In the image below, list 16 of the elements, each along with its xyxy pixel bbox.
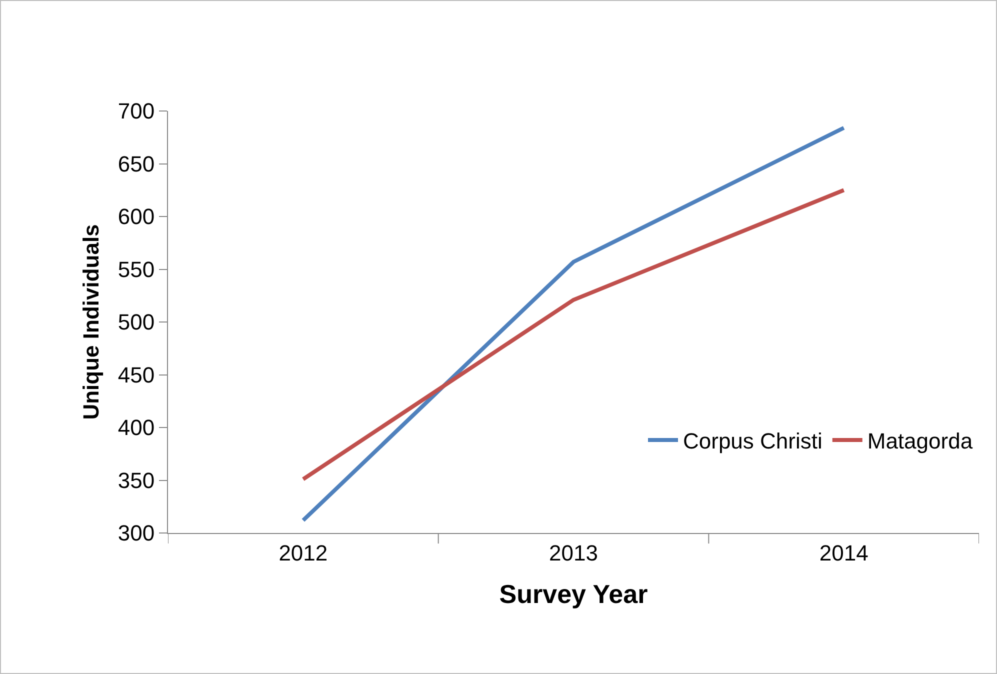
x-tick-label: 2012 [278, 540, 328, 566]
legend-label: Corpus Christi [683, 428, 822, 454]
x-axis-title: Survey Year [499, 579, 648, 610]
x-tick-label: 2014 [819, 540, 868, 566]
x-tick-label: 2013 [549, 540, 598, 566]
y-tick-label: 700 [118, 98, 155, 124]
legend-label: Matagorda [867, 428, 974, 454]
y-tick-label: 600 [118, 204, 155, 230]
y-tick-label: 550 [118, 256, 155, 282]
y-tick-label: 650 [118, 151, 155, 176]
y-tick-label: 300 [118, 520, 155, 546]
y-tick-label: 500 [118, 310, 155, 335]
y-axis-title: Unique Individuals [78, 224, 104, 420]
y-tick-label: 350 [118, 468, 155, 493]
y-tick-label: 400 [118, 415, 155, 440]
y-tick-label: 450 [118, 362, 155, 388]
